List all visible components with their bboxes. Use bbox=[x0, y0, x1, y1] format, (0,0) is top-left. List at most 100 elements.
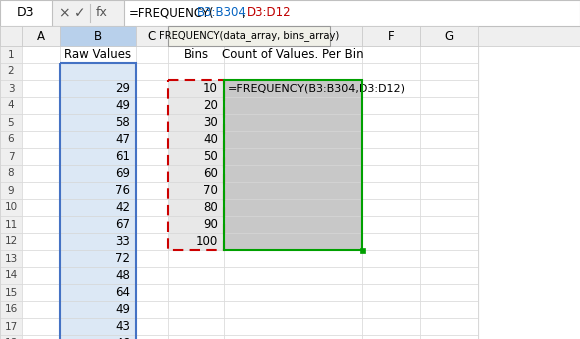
Bar bbox=[60, 114, 136, 131]
Bar bbox=[362, 216, 420, 233]
Bar bbox=[224, 301, 362, 318]
Text: B: B bbox=[94, 29, 102, 42]
Text: D3: D3 bbox=[17, 6, 35, 20]
Bar bbox=[0, 216, 22, 233]
Text: 16: 16 bbox=[5, 304, 17, 315]
Text: =FREQUENCY(: =FREQUENCY( bbox=[129, 6, 215, 20]
Bar bbox=[0, 0, 52, 26]
Bar bbox=[60, 318, 136, 335]
Text: FREQUENCY(data_array, bins_array): FREQUENCY(data_array, bins_array) bbox=[159, 31, 339, 41]
Text: D3:D12: D3:D12 bbox=[247, 6, 291, 20]
Bar bbox=[420, 250, 478, 267]
Text: A: A bbox=[37, 29, 45, 42]
Text: 72: 72 bbox=[115, 252, 130, 265]
Text: 9: 9 bbox=[8, 185, 14, 196]
Bar bbox=[420, 267, 478, 284]
Bar bbox=[136, 267, 168, 284]
Bar bbox=[224, 97, 362, 114]
Text: 76: 76 bbox=[115, 184, 130, 197]
Text: 30: 30 bbox=[203, 116, 218, 129]
Bar bbox=[362, 301, 420, 318]
Text: 20: 20 bbox=[203, 99, 218, 112]
Text: 33: 33 bbox=[115, 235, 130, 248]
Bar bbox=[22, 267, 60, 284]
Bar bbox=[168, 26, 224, 46]
Bar bbox=[60, 301, 136, 318]
Bar bbox=[0, 80, 22, 97]
Text: 2: 2 bbox=[8, 66, 14, 77]
Bar bbox=[136, 131, 168, 148]
Text: 14: 14 bbox=[5, 271, 17, 280]
Bar bbox=[168, 199, 224, 216]
Bar bbox=[224, 165, 362, 182]
Bar bbox=[224, 233, 362, 250]
Text: 69: 69 bbox=[115, 167, 130, 180]
Bar bbox=[168, 284, 224, 301]
Bar bbox=[420, 148, 478, 165]
Bar bbox=[362, 267, 420, 284]
Bar bbox=[224, 199, 362, 216]
Bar bbox=[420, 63, 478, 80]
Bar bbox=[0, 165, 22, 182]
Bar bbox=[60, 335, 136, 339]
Text: B3:B304: B3:B304 bbox=[197, 6, 247, 20]
Text: 6: 6 bbox=[8, 135, 14, 144]
Text: =FREQUENCY(B3:B304,D3:D12): =FREQUENCY(B3:B304,D3:D12) bbox=[228, 83, 406, 94]
Text: 80: 80 bbox=[203, 201, 218, 214]
Bar bbox=[224, 335, 362, 339]
Bar bbox=[22, 46, 60, 63]
Bar bbox=[136, 335, 168, 339]
Bar bbox=[168, 97, 224, 114]
Text: F: F bbox=[387, 29, 394, 42]
Bar bbox=[60, 233, 136, 250]
Bar bbox=[22, 216, 60, 233]
Bar bbox=[22, 182, 60, 199]
Text: 48: 48 bbox=[115, 269, 130, 282]
Text: 17: 17 bbox=[5, 321, 17, 332]
Bar bbox=[0, 250, 22, 267]
Bar bbox=[136, 233, 168, 250]
Text: 64: 64 bbox=[115, 286, 130, 299]
Bar bbox=[168, 216, 224, 233]
Text: 1: 1 bbox=[8, 49, 14, 60]
Bar bbox=[362, 199, 420, 216]
Bar bbox=[224, 80, 362, 250]
Bar bbox=[22, 63, 60, 80]
Bar bbox=[22, 97, 60, 114]
Text: 5: 5 bbox=[8, 118, 14, 127]
Bar bbox=[60, 63, 136, 339]
Bar bbox=[420, 182, 478, 199]
Bar bbox=[0, 182, 22, 199]
Text: 49: 49 bbox=[115, 99, 130, 112]
Text: 46: 46 bbox=[115, 337, 130, 339]
Bar bbox=[420, 165, 478, 182]
Bar bbox=[0, 148, 22, 165]
Bar bbox=[0, 335, 22, 339]
Bar bbox=[362, 26, 420, 46]
Bar bbox=[22, 301, 60, 318]
Bar bbox=[362, 318, 420, 335]
Bar bbox=[224, 114, 362, 131]
Bar bbox=[420, 233, 478, 250]
Bar bbox=[0, 0, 580, 26]
Bar bbox=[60, 165, 136, 182]
Bar bbox=[420, 26, 478, 46]
Bar bbox=[168, 46, 224, 63]
Bar bbox=[0, 267, 22, 284]
Bar bbox=[136, 97, 168, 114]
Bar bbox=[420, 199, 478, 216]
Bar bbox=[168, 233, 224, 250]
Bar bbox=[362, 250, 420, 267]
Bar bbox=[168, 131, 224, 148]
Bar bbox=[224, 63, 362, 80]
Text: fx: fx bbox=[96, 6, 108, 20]
Text: 67: 67 bbox=[115, 218, 130, 231]
Bar bbox=[60, 148, 136, 165]
Bar bbox=[224, 284, 362, 301]
Bar bbox=[0, 46, 22, 63]
Bar bbox=[136, 318, 168, 335]
Bar bbox=[168, 318, 224, 335]
Bar bbox=[224, 46, 362, 63]
Text: 90: 90 bbox=[203, 218, 218, 231]
Bar bbox=[420, 301, 478, 318]
